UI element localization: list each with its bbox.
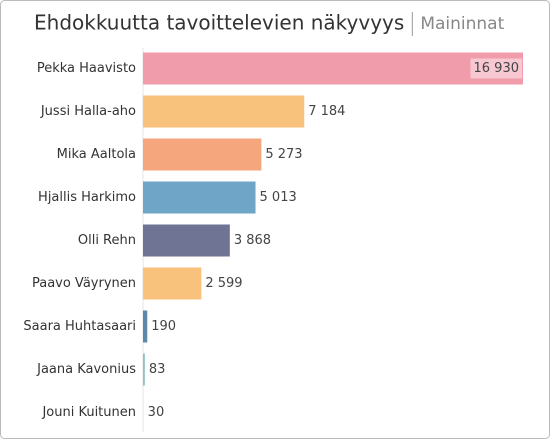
bar xyxy=(143,138,262,171)
bar xyxy=(143,52,523,85)
value-label: 30 xyxy=(148,405,165,420)
value-label: 7 184 xyxy=(308,104,345,119)
bar xyxy=(143,396,144,429)
category-label: Paavo Väyrynen xyxy=(32,276,136,291)
bar xyxy=(143,224,230,257)
bar xyxy=(143,181,256,214)
bar xyxy=(143,267,202,300)
category-label: Jouni Kuitunen xyxy=(41,405,136,420)
category-label: Saara Huhtasaari xyxy=(23,319,136,334)
category-label: Hjallis Harkimo xyxy=(38,190,136,205)
category-label: Jussi Halla-aho xyxy=(40,104,136,119)
category-label: Olli Rehn xyxy=(78,233,136,248)
value-label: 3 868 xyxy=(234,233,271,248)
bar xyxy=(143,353,145,386)
category-label: Pekka Haavisto xyxy=(37,61,136,76)
value-label: 83 xyxy=(149,362,166,377)
category-label: Mika Aaltola xyxy=(57,147,136,162)
value-label: 5 013 xyxy=(260,190,297,205)
category-label: Jaana Kavonius xyxy=(36,362,136,377)
value-label: 5 273 xyxy=(265,147,302,162)
bar xyxy=(143,310,148,343)
value-label-background xyxy=(470,58,522,79)
chart-subtitle: Maininnat xyxy=(420,14,504,34)
value-label: 190 xyxy=(151,319,176,334)
bar xyxy=(143,95,305,128)
value-label: 16 930 xyxy=(474,61,520,76)
value-label: 2 599 xyxy=(205,276,242,291)
chart-title: Ehdokkuutta tavoittelevien näkyvyys xyxy=(34,11,404,35)
